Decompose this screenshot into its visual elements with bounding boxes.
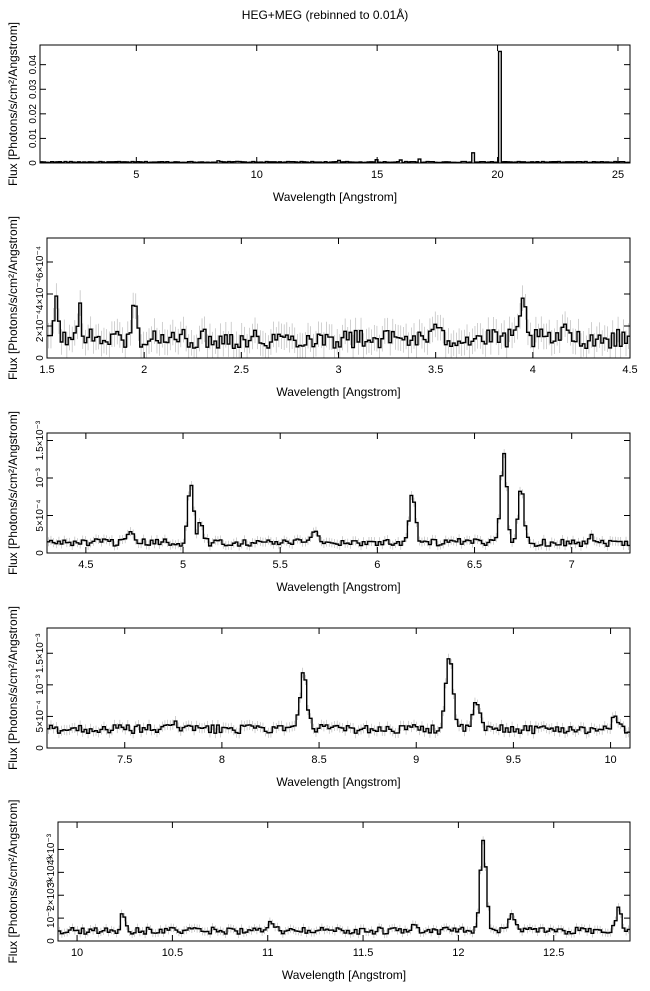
x-tick-label: 6.5: [467, 559, 482, 571]
y-tick-label: 0.01: [28, 128, 39, 148]
x-tick-label: 5: [180, 559, 186, 571]
y-tick-label: 1.5×10⁻³: [35, 420, 46, 460]
x-tick-label: 5: [133, 169, 139, 181]
error-bars: [58, 836, 630, 939]
x-tick-label: 25: [612, 169, 624, 181]
y-tick-label: 10⁻³: [46, 908, 57, 928]
panel-2: 1.5 2 2.5 3 3.5 4 4.5 0 2×10⁻⁴4×10⁻⁴6×10⁻⁴ Wavele…: [6, 216, 638, 399]
y-axis-label: Flux [Photons/s/cm²/Angstrom]: [6, 799, 20, 963]
y-tick-label: 0: [28, 160, 39, 166]
y-tick-label: 10⁻³: [35, 674, 46, 694]
spectrum-series: [40, 50, 630, 164]
x-tick-label: 4: [530, 364, 536, 376]
x-tick-label: 8.5: [311, 754, 326, 766]
x-tick-label: 11.5: [353, 947, 374, 959]
y-tick-label: 0: [35, 355, 46, 361]
x-axis-label: Wavelength [Angstrom]: [273, 190, 397, 204]
error-bars: [48, 449, 629, 551]
x-tick-label: 2.5: [234, 364, 249, 376]
x-tick-label: 3: [335, 364, 341, 376]
x-tick-label: 6: [374, 559, 380, 571]
spectrum-series: [47, 295, 630, 350]
y-axis-label: Flux [Photons/s/cm²/Angstrom]: [6, 22, 20, 186]
x-tick-label: 9.5: [506, 754, 521, 766]
x-tick-label: 7: [569, 559, 575, 571]
y-tick-label: 0: [35, 745, 46, 751]
x-tick-label: 11: [262, 947, 273, 959]
y-tick-label: 5×10⁻⁴: [35, 499, 46, 531]
x-tick-label: 20: [491, 169, 503, 181]
figure-title: HEG+MEG (rebinned to 0.01Å): [241, 8, 409, 22]
spectrum-series: [58, 839, 630, 935]
y-tick-label: 2×10⁻⁴: [35, 310, 46, 342]
x-axis-label: Wavelength [Angstrom]: [282, 968, 406, 982]
spectrum-series: [47, 452, 630, 547]
axes-frame: [39, 44, 631, 164]
y-axis-label: Flux [Photons/s/cm²/Angstrom]: [6, 411, 20, 575]
x-tick-label: 3.5: [428, 364, 443, 376]
x-axis-label: Wavelength [Angstrom]: [276, 775, 400, 789]
y-tick-label: 6×10⁻⁴: [35, 246, 46, 278]
spectrum-series: [47, 658, 630, 735]
x-axis-label: Wavelength [Angstrom]: [276, 385, 400, 399]
y-axis-label: Flux [Photons/s/cm²/Angstrom]: [6, 606, 20, 770]
axes-frame: [57, 821, 631, 942]
y-tick-label: 4×10⁻³: [46, 833, 57, 865]
axes-frame: [46, 432, 631, 554]
y-tick-label: 10⁻³: [35, 467, 46, 487]
x-tick-label: 10: [604, 754, 616, 766]
axes-frame: [46, 237, 631, 359]
x-axis-label: Wavelength [Angstrom]: [276, 580, 400, 594]
panel-3: 4.5 5 5.5 6 6.5 7 0 5×10⁻⁴ 10⁻³ 1.5×10⁻³ Wavelengt…: [6, 411, 631, 594]
x-tick-label: 4.5: [78, 559, 93, 571]
y-axis-label: Flux [Photons/s/cm²/Angstrom]: [6, 216, 20, 380]
y-tick-label: 0.03: [28, 79, 39, 99]
y-tick-label: 1.5×10⁻³: [35, 633, 46, 673]
panel-1: 5 10 15 20 25 0 0.01 0.02 0.03 0.04 Wavelength [An…: [6, 22, 631, 204]
panel-4: 7.5 8 8.5 9 9.5 10 0 5×10⁻⁴ 10⁻³1.5×10⁻³ Waveleng…: [6, 606, 631, 789]
axes-frame: [46, 627, 631, 749]
y-tick-label: 0.04: [28, 54, 39, 74]
x-tick-label: 12.5: [543, 947, 564, 959]
x-tick-label: 12: [452, 947, 464, 959]
panel-5: 10 10.5 11 11.5 12 12.5 0 10⁻³2×10⁻³3×10⁻³4×10⁻…: [6, 799, 631, 982]
x-tick-label: 10: [71, 947, 83, 959]
x-tick-label: 10: [251, 169, 263, 181]
x-tick-label: 9: [413, 754, 419, 766]
y-tick-label: 5×10⁻⁴: [35, 700, 46, 732]
x-tick-label: 1.5: [39, 364, 54, 376]
x-tick-label: 8: [219, 754, 225, 766]
x-tick-label: 7.5: [117, 754, 132, 766]
x-tick-label: 10.5: [162, 947, 183, 959]
y-tick-label: 0.02: [28, 104, 39, 124]
x-tick-label: 4.5: [622, 364, 637, 376]
x-tick-label: 2: [141, 364, 147, 376]
y-tick-label: 3×10⁻³: [46, 856, 57, 888]
y-tick-label: 2×10⁻³: [46, 879, 57, 911]
y-tick-label: 4×10⁻⁴: [35, 278, 46, 310]
y-tick-label: 0: [35, 550, 46, 556]
error-bars: [41, 51, 629, 163]
x-tick-label: 5.5: [273, 559, 288, 571]
y-tick-label: 0: [46, 938, 57, 944]
x-tick-label: 15: [371, 169, 383, 181]
